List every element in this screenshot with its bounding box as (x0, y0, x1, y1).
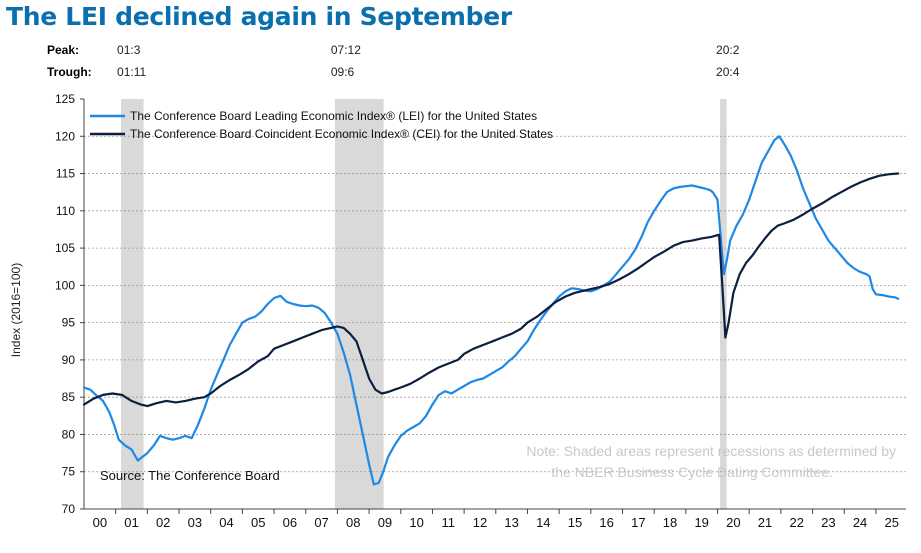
x-tick-label-12: 12 (473, 515, 487, 530)
x-tick-label-11: 11 (442, 515, 456, 530)
x-tick-label-08: 08 (346, 515, 360, 530)
y-tick-label-80: 80 (62, 427, 76, 441)
x-tick-label-21: 21 (758, 515, 772, 530)
recession-trough-date-2: 09:6 (331, 65, 355, 79)
x-tick-label-25: 25 (885, 515, 899, 530)
x-tick-label-07: 07 (314, 515, 328, 530)
x-tick-label-16: 16 (599, 515, 613, 530)
recession-band-1 (121, 99, 144, 509)
x-tick-label-22: 22 (789, 515, 803, 530)
x-tick-label-03: 03 (188, 515, 202, 530)
y-tick-label-95: 95 (62, 316, 76, 330)
y-tick-label-125: 125 (55, 92, 75, 106)
x-tick-label-04: 04 (219, 515, 233, 530)
trough-label: Trough: (47, 65, 92, 79)
axes: 70 75 80 85 90 95 100 105 110 115 120 125 00 01 02 03 04… (55, 92, 906, 530)
gridlines (84, 135, 906, 473)
x-tick-label-09: 09 (378, 515, 392, 530)
page-title: The LEI declined again in September (6, 2, 512, 31)
x-tick-label-00: 00 (93, 515, 107, 530)
recession-peak-date-1: 01:3 (117, 43, 141, 57)
x-tick-label-13: 13 (504, 515, 518, 530)
cycle-labels: Peak: Trough: 01:3 01:11 07:12 09:6 20:2 20:4 (47, 43, 740, 79)
y-tick-label-115: 115 (56, 167, 75, 181)
recession-trough-date-1: 01:11 (117, 65, 146, 79)
x-tick-label-15: 15 (568, 515, 582, 530)
y-tick-label-100: 100 (55, 278, 75, 292)
y-tick-label-90: 90 (62, 353, 76, 367)
y-tick-label-110: 110 (56, 204, 75, 218)
recession-peak-date-2: 07:12 (331, 43, 361, 57)
y-tick-label-70: 70 (62, 502, 76, 516)
x-tick-label-17: 17 (631, 515, 645, 530)
x-tick-label-06: 06 (283, 515, 297, 530)
x-tick-label-18: 18 (663, 515, 677, 530)
source-text: Source: The Conference Board (100, 468, 280, 483)
legend-label-cei: The Conference Board Coincident Economic… (130, 127, 553, 141)
legend-label-lei: The Conference Board Leading Economic In… (130, 109, 537, 123)
series-lines (82, 135, 900, 486)
recession-peak-date-3: 20:2 (716, 43, 740, 57)
x-tick-label-24: 24 (853, 515, 867, 530)
x-tick-label-23: 23 (821, 515, 835, 530)
x-tick-label-20: 20 (726, 515, 740, 530)
peak-label: Peak: (47, 43, 79, 57)
y-tick-label-85: 85 (62, 390, 76, 404)
recession-band-2 (334, 99, 384, 509)
x-tick-label-05: 05 (251, 515, 265, 530)
x-tick-label-19: 19 (694, 515, 708, 530)
cei-series-line (82, 172, 900, 408)
x-tick-label-02: 02 (156, 515, 170, 530)
x-tick-label-01: 01 (124, 515, 138, 530)
y-axis-label: Index (2016=100) (9, 263, 23, 357)
recession-trough-date-3: 20:4 (716, 65, 740, 79)
note-line-1: Note: Shaded areas represent recessions … (526, 443, 896, 459)
y-tick-label-75: 75 (62, 465, 76, 479)
legend: The Conference Board Leading Economic In… (90, 109, 553, 141)
y-tick-label-105: 105 (55, 241, 75, 255)
lei-series-line (82, 135, 900, 486)
note-line-2: the NBER Business Cycle Dating Committee… (551, 464, 833, 480)
x-tick-label-10: 10 (409, 515, 423, 530)
y-tick-label-120: 120 (55, 129, 75, 143)
x-tick-label-14: 14 (536, 515, 550, 530)
